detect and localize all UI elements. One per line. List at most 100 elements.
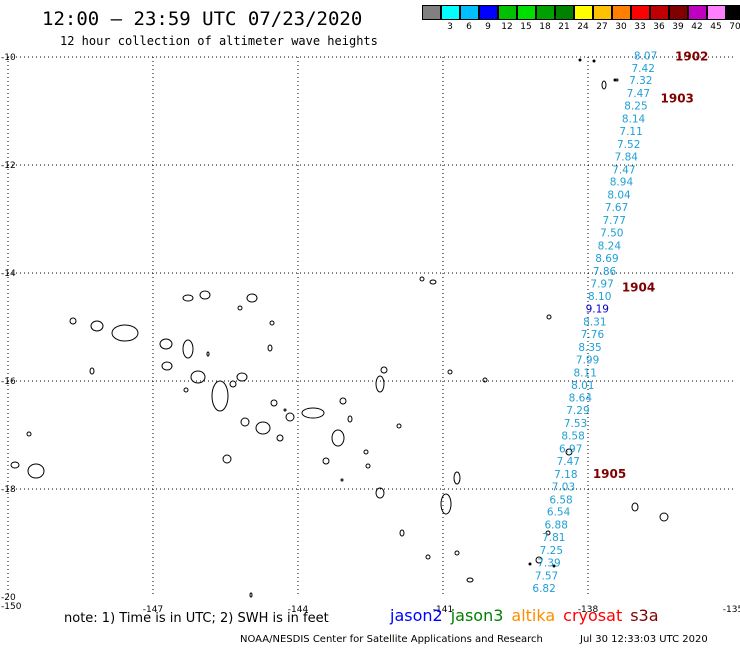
swh-value-label: 7.84 [615, 151, 639, 163]
time-label: 1903 [661, 92, 694, 106]
island-outline [269, 320, 275, 326]
colorbar-label: 42 [691, 22, 703, 32]
island-outline [419, 276, 425, 282]
swh-value-label: 6.58 [549, 494, 572, 506]
island-outline [340, 478, 344, 482]
swh-value-label: 9.19 [586, 304, 609, 316]
swh-value-label: 7.81 [542, 532, 565, 544]
colorbar-swatch [726, 5, 740, 20]
island-outline [429, 279, 437, 285]
time-label: 1905 [593, 467, 626, 481]
colorbar-swatch [669, 5, 688, 20]
swh-value-label: 8.01 [571, 380, 594, 392]
swh-value-label: 8.58 [561, 431, 584, 443]
satellite-legend-item: cryosat [563, 606, 623, 625]
island-outline [365, 463, 371, 469]
island-outline [399, 529, 405, 537]
island-outline [111, 324, 139, 342]
island-outline [283, 408, 287, 412]
swh-value-label: 8.25 [624, 101, 647, 113]
swh-value-label: 7.25 [540, 545, 563, 557]
colorbar-swatch [422, 5, 441, 20]
island-outline [396, 423, 402, 429]
colorbar-label: 36 [653, 22, 665, 32]
colorbar-label: 45 [710, 22, 722, 32]
colorbar-label: 21 [558, 22, 570, 32]
time-label: 1902 [675, 49, 708, 63]
island-outline [10, 461, 20, 469]
island-outline [285, 412, 295, 422]
colorbar-swatch [688, 5, 707, 20]
swh-value-label: 8.11 [574, 367, 597, 379]
swh-value-label: 8.35 [578, 342, 601, 354]
island-outline [454, 550, 460, 556]
colorbar-label: 39 [672, 22, 684, 32]
swh-value-label: 8.07 [634, 50, 657, 62]
lon-tick-label: -138 [578, 605, 599, 615]
swh-value-label: 8.94 [610, 177, 634, 189]
colorbar-label: 33 [634, 22, 646, 32]
island-outline [26, 431, 32, 437]
island-outline [240, 417, 250, 427]
island-outline [375, 375, 385, 393]
island-outline [447, 369, 453, 375]
swh-value-label: 7.11 [619, 126, 642, 138]
island-outline [211, 380, 229, 412]
island-outline [535, 556, 543, 564]
satellite-legend-item: jason2 [390, 606, 443, 625]
swh-value-label: 7.57 [535, 570, 558, 582]
swh-value-label: 7.52 [617, 139, 640, 151]
island-outline [183, 387, 189, 393]
island-outline [545, 530, 551, 536]
island-outline [246, 293, 258, 303]
colorbar-swatch [650, 5, 669, 20]
colorbar-label: 27 [596, 22, 608, 32]
satellite-legend-item: altika [511, 606, 556, 625]
colorbar-swatch [441, 5, 460, 20]
island-outline [339, 397, 347, 405]
colorbar-label: 9 [485, 22, 491, 32]
island-outline [255, 421, 271, 435]
colorbar-swatch [707, 5, 726, 20]
swh-value-label: 8.31 [583, 317, 606, 329]
map-note: note: 1) Time is in UTC; 2) SWH is in fe… [64, 611, 329, 626]
corner-tick-label: -150 [1, 602, 22, 612]
island-outline [301, 407, 325, 419]
colorbar-swatch [460, 5, 479, 20]
island-outline [69, 317, 77, 325]
swh-value-label: 8.24 [598, 240, 622, 252]
island-outline [27, 463, 45, 479]
colorbar-swatch [498, 5, 517, 20]
time-labels: 1902 1903 1904 1905 [593, 49, 709, 480]
island-outline [482, 377, 488, 383]
colorbar-swatch [517, 5, 536, 20]
altimeter-track: 8.077.427.327.478.258.147.117.527.847.47… [532, 50, 657, 594]
satellite-legend: jason2 jason3 altika cryosat s3a [390, 606, 667, 625]
island-outline [347, 415, 353, 423]
colorbar-label: 15 [520, 22, 532, 32]
colorbar-swatch [593, 5, 612, 20]
lat-tick-label: -14 [1, 269, 16, 279]
swh-value-label: 6.82 [532, 583, 555, 595]
swh-value-label: 8.10 [588, 291, 611, 303]
time-label: 1904 [622, 281, 655, 295]
swh-value-label: 7.39 [537, 557, 560, 569]
swh-value-label: 7.53 [564, 418, 587, 430]
swh-value-label: 7.42 [632, 63, 655, 75]
swh-value-label: 7.03 [552, 481, 575, 493]
island-outline [182, 339, 194, 359]
island-outline [322, 457, 330, 465]
island-outline [331, 429, 345, 447]
island-outline [375, 487, 385, 499]
colorbar-swatch [555, 5, 574, 20]
island-outline [159, 338, 173, 350]
island-outline [466, 577, 474, 583]
island-dot [552, 564, 556, 568]
island-outline [276, 434, 284, 442]
swh-value-label: 8.64 [569, 393, 593, 405]
swh-value-label: 7.99 [576, 354, 599, 366]
map-title: 12:00 – 23:59 UTC 07/23/2020 [42, 8, 363, 30]
colorbar-swatch [612, 5, 631, 20]
island-outline [89, 367, 95, 375]
swh-value-label: 7.47 [557, 456, 580, 468]
